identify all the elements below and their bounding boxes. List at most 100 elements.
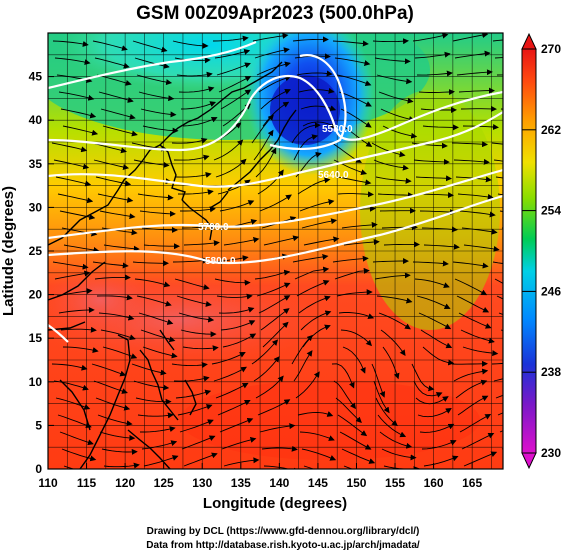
wind-streamline bbox=[180, 329, 217, 338]
wind-streamline bbox=[176, 295, 212, 307]
wind-streamline bbox=[220, 320, 256, 331]
contour-label: 5640.0 bbox=[318, 170, 349, 181]
wind-streamline bbox=[337, 191, 374, 198]
wind-streamline bbox=[262, 101, 290, 127]
wind-streamline bbox=[378, 91, 414, 104]
wind-streamline bbox=[296, 279, 330, 297]
wind-streamline bbox=[141, 227, 178, 233]
wind-streamline bbox=[421, 439, 457, 450]
x-tick-label: 130 bbox=[192, 476, 212, 490]
wind-streamline bbox=[101, 227, 138, 236]
wind-streamline bbox=[173, 154, 210, 161]
wind-streamline bbox=[253, 129, 274, 161]
wind-streamline bbox=[180, 206, 216, 213]
wind-streamline bbox=[179, 419, 214, 433]
wind-streamline bbox=[172, 257, 209, 264]
wind-streamline bbox=[103, 244, 140, 252]
wind-streamline bbox=[458, 312, 492, 329]
wind-streamline bbox=[91, 363, 127, 377]
wind-streamline bbox=[343, 465, 354, 469]
wind-streamline bbox=[95, 397, 131, 411]
wind-streamline bbox=[131, 363, 167, 376]
wind-streamline bbox=[335, 397, 362, 423]
wind-streamline bbox=[457, 395, 489, 416]
wind-streamline bbox=[255, 147, 277, 178]
wind-streamline bbox=[300, 310, 332, 331]
colorbar: 230 238 246 254 262 270 bbox=[521, 32, 561, 470]
wind-streamline bbox=[373, 380, 390, 414]
wind-streamline bbox=[462, 124, 499, 130]
height-contours bbox=[48, 40, 503, 343]
wind-streamline bbox=[51, 142, 88, 153]
wind-streamline bbox=[341, 448, 376, 464]
wind-streamline bbox=[414, 51, 451, 59]
wind-streamline bbox=[293, 134, 319, 161]
wind-streamline bbox=[456, 69, 493, 76]
wind-streamline bbox=[100, 329, 136, 341]
wind-streamline bbox=[97, 193, 134, 203]
wind-streamline bbox=[342, 125, 373, 147]
wind-streamline bbox=[493, 378, 503, 382]
credit-line-data: Data from http://database.rish.kyoto-u.a… bbox=[146, 540, 420, 551]
contour-label: 5800.0 bbox=[205, 256, 236, 267]
wind-streamline bbox=[415, 396, 449, 405]
wind-streamline bbox=[260, 308, 290, 331]
wind-streamline bbox=[338, 312, 375, 319]
wind-streamline bbox=[259, 194, 292, 212]
wind-streamline bbox=[381, 224, 418, 231]
x-tick-label: 120 bbox=[115, 476, 135, 490]
wind-streamline bbox=[53, 159, 90, 170]
x-axis-ticks: 110 115 120 125 130 135 140 145 150 155 160 165 bbox=[38, 463, 482, 490]
wind-streamline bbox=[97, 414, 133, 427]
wind-streamline bbox=[373, 159, 409, 171]
x-tick-label: 135 bbox=[231, 476, 251, 490]
wind-streamline bbox=[291, 334, 313, 365]
wind-streamline bbox=[59, 210, 96, 220]
wind-streamline bbox=[372, 38, 409, 45]
wind-streamline bbox=[95, 176, 132, 187]
x-tick-label: 145 bbox=[308, 476, 328, 490]
wind-streamline bbox=[296, 70, 333, 77]
x-tick-label: 150 bbox=[346, 476, 366, 490]
wind-streamline bbox=[61, 448, 97, 462]
wind-streamline bbox=[171, 362, 208, 368]
wind-streamline bbox=[414, 278, 450, 288]
wind-streamline bbox=[295, 371, 320, 399]
wind-streamline bbox=[102, 346, 138, 359]
wind-streamline bbox=[215, 382, 249, 399]
y-tick-label: 35 bbox=[29, 157, 43, 171]
colorbar-ticks: 230 238 246 254 262 270 bbox=[522, 42, 561, 460]
wind-streamline bbox=[223, 457, 260, 467]
wind-streamline bbox=[258, 295, 291, 314]
wind-streamline bbox=[257, 399, 291, 416]
y-tick-label: 45 bbox=[29, 70, 43, 84]
wind-streamline bbox=[453, 158, 490, 165]
wind-streamline bbox=[374, 57, 411, 65]
wind-streamline bbox=[94, 57, 130, 69]
wind-streamline bbox=[52, 261, 89, 270]
wind-streamline bbox=[132, 40, 168, 53]
colorbar-tick-label: 238 bbox=[541, 365, 561, 379]
colorbar-tick-label: 270 bbox=[541, 42, 561, 56]
contour-label: 5580.0 bbox=[322, 124, 353, 135]
x-tick-label: 140 bbox=[269, 476, 289, 490]
wind-streamline bbox=[452, 261, 489, 269]
wind-streamline bbox=[331, 363, 355, 389]
x-tick-label: 160 bbox=[424, 476, 444, 490]
wind-streamline bbox=[258, 75, 292, 93]
wind-streamline bbox=[140, 426, 176, 433]
wind-streamline bbox=[93, 380, 128, 394]
wind-streamline bbox=[176, 71, 213, 78]
wind-streamline bbox=[99, 431, 136, 441]
x-tick-label: 115 bbox=[77, 476, 97, 490]
colorbar-tick-label: 230 bbox=[541, 446, 561, 460]
wind-streamline bbox=[63, 244, 100, 253]
wind-streamline bbox=[454, 50, 491, 59]
wind-streamline bbox=[371, 363, 386, 398]
wind-streamline bbox=[172, 40, 209, 49]
wind-streamline bbox=[60, 326, 97, 333]
wind-streamline bbox=[461, 433, 495, 450]
wind-streamline bbox=[334, 57, 371, 67]
wind-streamline bbox=[253, 356, 280, 382]
wind-streamline bbox=[254, 47, 290, 59]
